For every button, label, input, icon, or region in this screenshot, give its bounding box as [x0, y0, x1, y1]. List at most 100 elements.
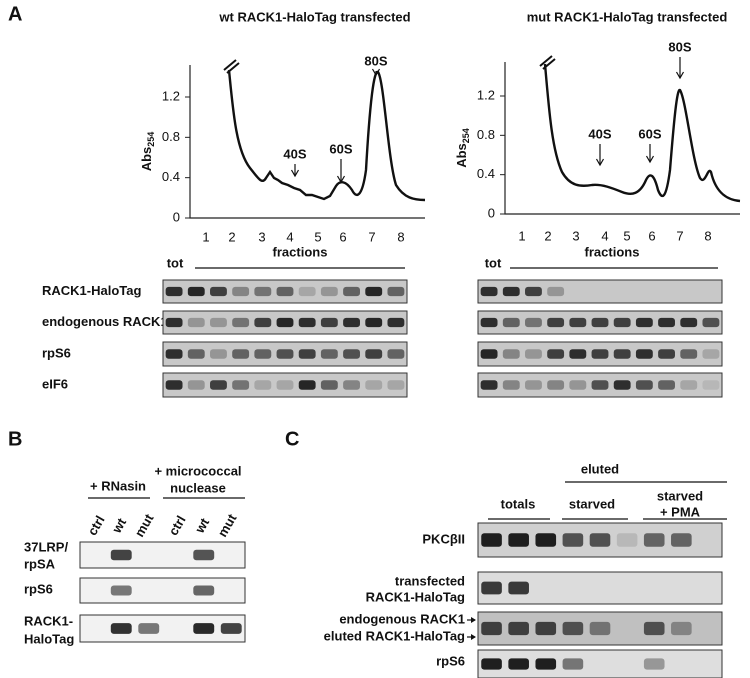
- arrow-head: [595, 158, 605, 167]
- band: [165, 286, 183, 297]
- arrow-head: [336, 175, 346, 184]
- band: [589, 621, 611, 636]
- band: [365, 317, 383, 328]
- band: [562, 658, 584, 670]
- band: [480, 286, 498, 297]
- lane-label: mut: [215, 511, 240, 540]
- y-tick-label: 1.2: [477, 87, 495, 102]
- axis-break: [223, 59, 237, 71]
- band: [387, 380, 405, 390]
- band: [702, 349, 720, 359]
- band: [254, 380, 272, 390]
- band: [481, 581, 502, 595]
- band: [210, 380, 227, 390]
- band: [525, 286, 542, 297]
- blot: [79, 577, 246, 604]
- band: [591, 317, 609, 328]
- fraction-label: 3: [258, 229, 265, 244]
- fractions-title: fractions: [585, 244, 640, 259]
- band: [480, 349, 498, 359]
- lane-label: ctrl: [85, 513, 108, 538]
- band: [535, 533, 557, 547]
- fractions-title: fractions: [273, 244, 328, 259]
- band: [702, 317, 720, 328]
- peak-label: 80S: [364, 53, 387, 68]
- panel-label: A: [8, 3, 22, 25]
- y-axis-label: Abs254: [454, 128, 471, 168]
- y-axis-label: Abs254: [139, 132, 156, 172]
- profile-title: wt RACK1-HaloTag transfected: [218, 9, 410, 24]
- blot-row-label: 37LRP/: [24, 539, 68, 554]
- band: [535, 621, 557, 636]
- band: [547, 286, 565, 297]
- band: [508, 581, 529, 595]
- band: [298, 380, 316, 390]
- band: [702, 380, 720, 390]
- band: [232, 349, 250, 359]
- band: [343, 380, 360, 390]
- band: [658, 317, 675, 328]
- band: [210, 317, 227, 328]
- band: [481, 621, 502, 636]
- y-tick-label: 0.4: [477, 166, 495, 181]
- y-tick-label: 0.4: [162, 169, 180, 184]
- fraction-label: 1: [518, 228, 525, 243]
- fraction-label: 7: [676, 228, 683, 243]
- fraction-label: 8: [704, 228, 711, 243]
- fraction-label: 3: [572, 228, 579, 243]
- band: [480, 380, 498, 390]
- peak-label: 40S: [588, 126, 611, 141]
- arrow-head: [471, 617, 476, 623]
- band: [671, 533, 692, 547]
- peak-label: 60S: [329, 141, 352, 156]
- band: [569, 349, 587, 359]
- band: [343, 349, 360, 359]
- axis-break: [226, 62, 240, 74]
- band: [680, 380, 698, 390]
- tot-label: tot: [167, 255, 184, 270]
- band: [480, 317, 498, 328]
- eluted-label: eluted: [581, 461, 619, 476]
- band: [187, 317, 205, 328]
- band: [569, 380, 587, 390]
- band: [635, 380, 653, 390]
- fraction-label: 7: [368, 229, 375, 244]
- blot: [477, 279, 723, 304]
- blot-row-label: rpS6: [24, 581, 53, 596]
- arrow-head: [645, 155, 655, 164]
- band: [210, 286, 227, 297]
- band: [680, 349, 698, 359]
- band: [187, 349, 205, 359]
- band: [343, 317, 360, 328]
- peak-label: 40S: [283, 146, 306, 161]
- fraction-label: 4: [286, 229, 293, 244]
- band: [232, 286, 250, 297]
- band: [110, 549, 132, 561]
- band: [613, 380, 631, 390]
- band: [481, 658, 502, 670]
- band: [365, 349, 383, 359]
- blot-row-label: transfected: [395, 573, 465, 588]
- blot-row-label: eIF6: [42, 376, 68, 391]
- y-axis-label-main: Abs: [454, 143, 469, 168]
- blot-row-label: HaloTag: [24, 631, 74, 646]
- band: [616, 533, 638, 547]
- y-tick-label: 1.2: [162, 88, 180, 103]
- band: [508, 621, 529, 636]
- band: [613, 317, 631, 328]
- profile-curve: [227, 69, 426, 202]
- band: [502, 317, 520, 328]
- band: [320, 349, 338, 359]
- y-axis-label-main: Abs: [139, 147, 154, 172]
- blot-row-label: rpS6: [42, 345, 71, 360]
- band: [343, 286, 360, 297]
- group-label: nuclease: [170, 480, 226, 495]
- band: [658, 349, 675, 359]
- band: [508, 533, 529, 547]
- band: [320, 317, 338, 328]
- band: [635, 349, 653, 359]
- band: [525, 317, 542, 328]
- profile-curve: [543, 63, 741, 203]
- lane-label: mut: [132, 511, 157, 540]
- blot-row-label: eluted RACK1-HaloTag: [324, 628, 465, 643]
